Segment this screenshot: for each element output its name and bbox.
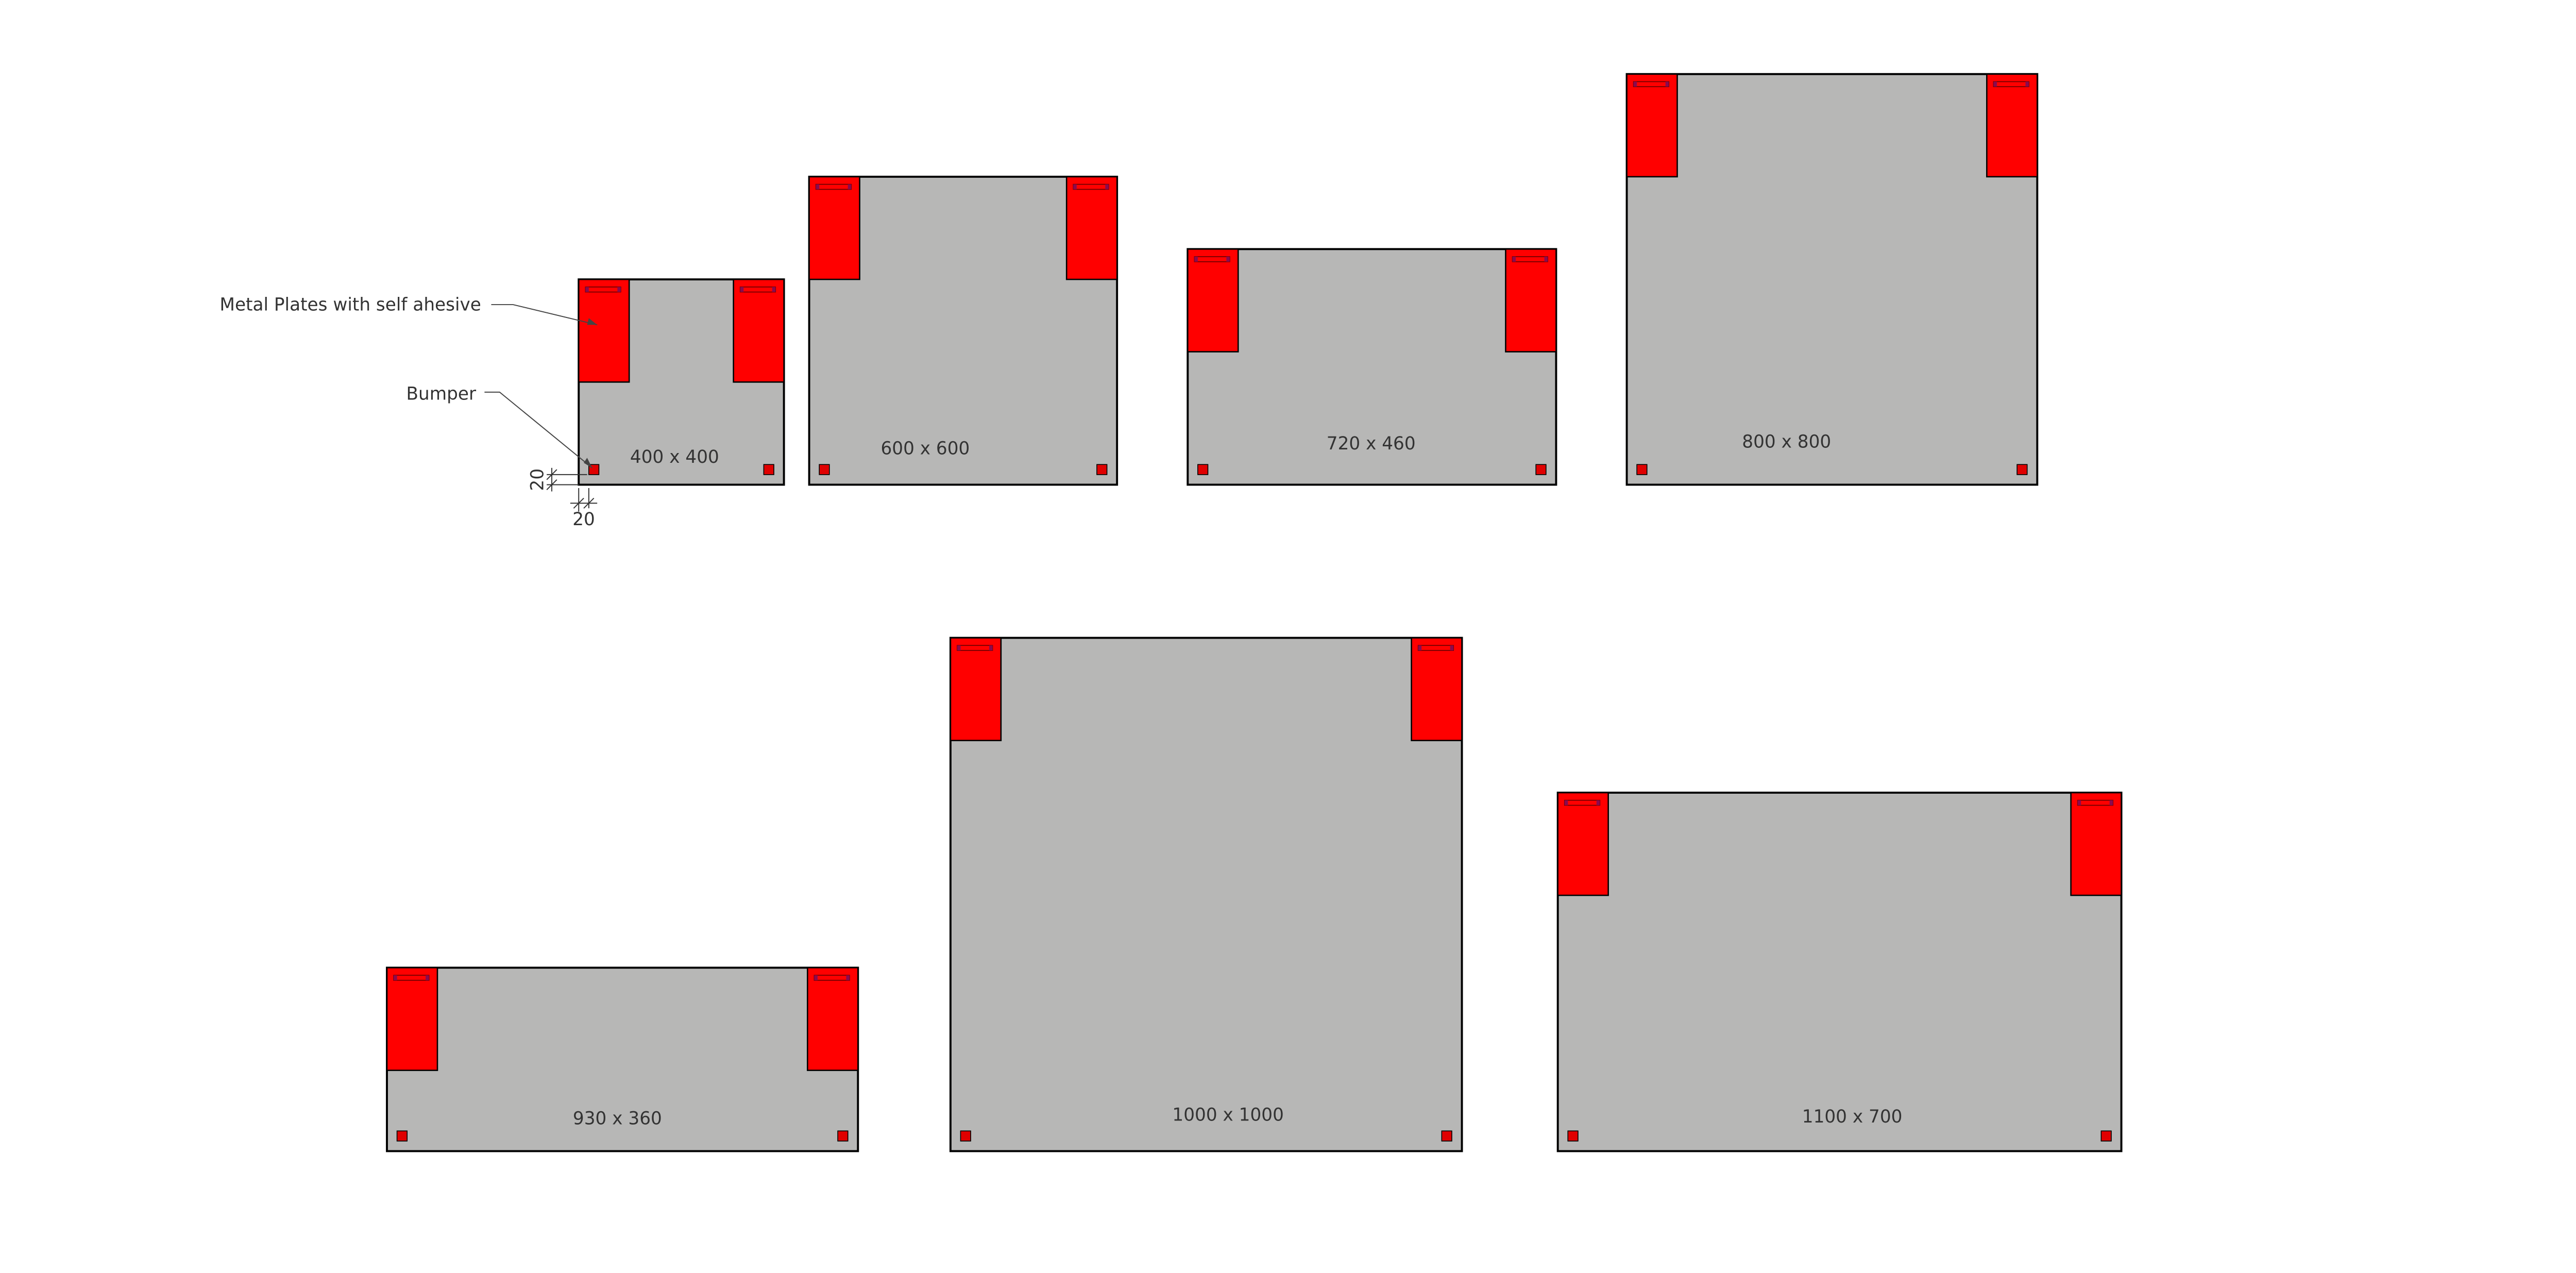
bumper	[1567, 1130, 1579, 1142]
panel-size-label: 720 x 460	[1327, 433, 1416, 454]
metal-plate	[807, 967, 859, 1071]
bumper	[819, 464, 830, 475]
metal-plate	[808, 176, 860, 280]
panel: 600 x 600	[808, 175, 1118, 486]
metal-plate	[733, 278, 785, 383]
bumper-annotation: Bumper	[406, 384, 593, 468]
panel: 400 x 400	[578, 278, 785, 486]
plates-leader-line	[491, 304, 598, 326]
metal-plate	[386, 967, 438, 1071]
panel: 930 x 360	[386, 966, 859, 1152]
plate-handle	[1512, 256, 1548, 262]
panel-body	[386, 966, 859, 1152]
metal-plate	[1986, 73, 2038, 178]
bumper	[1636, 464, 1648, 475]
plates-arrowhead	[587, 318, 598, 325]
dim-vertical-value: 20	[528, 468, 548, 491]
panel-body	[1187, 248, 1557, 486]
bumper	[2100, 1130, 2112, 1142]
plate-handle	[585, 286, 621, 293]
panel: 800 x 800	[1625, 73, 2039, 486]
metal-plate	[1187, 248, 1239, 353]
panel-size-label: 400 x 400	[630, 447, 719, 467]
bumper	[960, 1130, 971, 1142]
bumper-arrowhead	[584, 458, 592, 468]
bumper	[1441, 1130, 1452, 1142]
plates-annotation: Metal Plates with self ahesive	[219, 295, 598, 326]
plate-handle	[957, 645, 993, 651]
metal-plate	[1411, 637, 1463, 742]
panel: 1100 x 700	[1556, 792, 2123, 1152]
plate-handle	[1633, 81, 1670, 88]
plate-handle	[393, 975, 430, 981]
panel-body	[1625, 73, 2039, 486]
bumper	[763, 464, 774, 475]
dimension-horizontal: 20	[570, 488, 598, 530]
plate-handle	[814, 975, 850, 981]
plate-handle	[739, 286, 776, 293]
metal-plate	[2070, 792, 2122, 896]
plate-handle	[1073, 183, 1109, 190]
bumper	[396, 1130, 408, 1142]
panel-size-label: 930 x 360	[573, 1108, 662, 1129]
panel-size-label: 800 x 800	[1742, 432, 1831, 453]
bumper-leader-line	[484, 391, 593, 468]
panel-body	[1556, 792, 2123, 1152]
plate-handle	[815, 183, 852, 190]
metal-plate	[1505, 248, 1557, 353]
metal-plate	[950, 637, 1002, 742]
dimension-vertical: 20	[528, 467, 587, 492]
bumper	[837, 1130, 849, 1142]
plate-handle	[1417, 645, 1454, 651]
bumper	[2016, 464, 2028, 475]
panel-size-label: 600 x 600	[880, 439, 970, 459]
metal-plate	[1557, 792, 1609, 896]
dim-horizontal-value: 20	[572, 509, 595, 530]
metal-plate	[578, 278, 630, 383]
panel: 1000 x 1000	[949, 636, 1463, 1152]
bumper-label: Bumper	[406, 384, 477, 405]
plate-handle	[1194, 256, 1230, 262]
panel-body	[949, 636, 1463, 1152]
panels-group: 400 x 400 600 x 600 720 x 460 800 x 800 930 …	[386, 73, 2123, 1152]
bumper	[1197, 464, 1209, 475]
metal-plate	[1626, 73, 1678, 178]
panel: 720 x 460	[1187, 248, 1557, 486]
bumper	[1535, 464, 1547, 475]
plate-handle	[2077, 799, 2114, 806]
plate-handle	[1564, 799, 1601, 806]
panel-size-label: 1000 x 1000	[1172, 1105, 1283, 1126]
bumper	[1096, 464, 1108, 475]
panel-body	[808, 175, 1118, 486]
metal-plate	[1065, 176, 1118, 280]
plate-handle	[1993, 81, 2029, 88]
plates-label: Metal Plates with self ahesive	[219, 295, 481, 315]
panel-size-label: 1100 x 700	[1802, 1107, 1903, 1127]
